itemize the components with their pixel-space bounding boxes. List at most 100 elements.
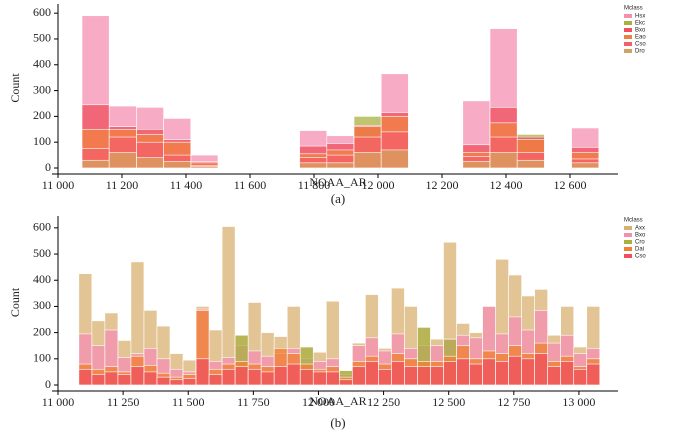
bar <box>81 159 110 169</box>
legend-swatch <box>624 247 632 251</box>
bar <box>163 161 192 169</box>
x-tick-label: 12 500 <box>432 395 465 409</box>
bar <box>586 363 601 386</box>
bar <box>104 371 119 386</box>
legend-label: Bxo <box>635 233 646 239</box>
bar <box>516 159 545 169</box>
bar <box>489 152 518 169</box>
bar <box>380 149 409 169</box>
legend-swatch <box>624 28 632 32</box>
x-tick-label: 11 750 <box>237 395 270 409</box>
y-tick-label: 200 <box>33 324 51 338</box>
legend-label: Cso <box>635 42 646 48</box>
legend-label: Cro <box>635 240 645 246</box>
y-tick-label: 300 <box>33 82 51 96</box>
y-tick-label: 500 <box>33 31 51 45</box>
x-tick-label: 12 000 <box>302 395 335 409</box>
bar <box>208 374 223 386</box>
bar <box>91 374 106 386</box>
x-tick-label: 11 600 <box>234 178 267 192</box>
bar <box>508 355 522 386</box>
x-tick-label: 12 000 <box>362 178 395 192</box>
legend-swatch <box>624 49 632 53</box>
y-tick-label: 0 <box>45 160 51 174</box>
bar <box>117 374 132 386</box>
x-tick-label: 11 500 <box>172 395 205 409</box>
legend-label: Cso <box>635 254 646 260</box>
bar <box>247 368 262 386</box>
bar <box>221 368 236 386</box>
legend-swatch <box>624 226 632 230</box>
bar <box>195 358 210 386</box>
bar <box>482 358 496 386</box>
bar <box>404 366 418 386</box>
y-tick-label: 100 <box>33 134 51 148</box>
x-tick-label: 11 400 <box>170 178 203 192</box>
x-tick-label: 11 800 <box>298 178 331 192</box>
bar <box>352 366 366 386</box>
legend-label: Axx <box>635 226 645 232</box>
legend-label: Ekc <box>635 21 645 27</box>
bar <box>571 162 600 169</box>
x-tick-label: 13 000 <box>562 395 595 409</box>
y-axis-label: Count <box>8 287 22 317</box>
bar <box>130 366 145 386</box>
bar <box>339 379 353 386</box>
bar <box>156 376 171 386</box>
bar <box>456 358 470 386</box>
bar <box>273 366 288 386</box>
y-tick-label: 400 <box>33 57 51 71</box>
bar <box>534 353 548 386</box>
legend-label: Eao <box>635 35 646 41</box>
legend-label: Hsx <box>635 14 645 20</box>
legend-swatch <box>624 233 632 237</box>
x-tick-label: 12 750 <box>497 395 530 409</box>
y-axis-label: Count <box>8 73 22 103</box>
bar <box>326 162 355 169</box>
bar <box>143 371 158 386</box>
y-tick-label: 100 <box>33 351 51 365</box>
bar <box>462 161 491 169</box>
x-tick-label: 11 000 <box>42 395 75 409</box>
x-tick-label: 11 200 <box>106 178 139 192</box>
bar <box>190 166 219 169</box>
legend-swatch <box>624 21 632 25</box>
x-tick-label: 11 250 <box>107 395 140 409</box>
bar <box>286 363 301 386</box>
bar <box>325 371 340 386</box>
bar <box>312 371 327 386</box>
bar <box>260 371 275 386</box>
bar <box>495 361 509 386</box>
x-axis-label: NOAA_AR <box>309 394 366 408</box>
panel-label: (a) <box>331 191 345 206</box>
bar <box>521 358 535 386</box>
bar <box>469 363 483 386</box>
legend-swatch <box>624 254 632 258</box>
legend-label: Dro <box>635 49 645 55</box>
bar <box>353 152 382 169</box>
x-tick-label: 12 200 <box>426 178 459 192</box>
legend-swatch <box>624 42 632 46</box>
y-tick-label: 200 <box>33 108 51 122</box>
legend-swatch <box>624 35 632 39</box>
y-tick-label: 0 <box>45 377 51 391</box>
legend-swatch <box>624 240 632 244</box>
legend-title: Mclass <box>624 218 643 224</box>
legend-swatch <box>624 14 632 18</box>
bar <box>108 152 137 169</box>
bar <box>169 379 184 386</box>
y-tick-label: 300 <box>33 298 51 312</box>
bar <box>547 366 561 386</box>
x-tick-label: 11 000 <box>42 178 75 192</box>
bar <box>573 368 588 386</box>
bar <box>443 361 457 386</box>
x-tick-label: 12 250 <box>367 395 400 409</box>
bar <box>430 366 444 386</box>
panel-label: (b) <box>330 415 345 430</box>
bar <box>417 366 431 386</box>
y-tick-label: 600 <box>33 220 51 234</box>
legend-title: Mclass <box>624 6 643 12</box>
y-tick-label: 500 <box>33 246 51 260</box>
bar <box>391 361 405 386</box>
